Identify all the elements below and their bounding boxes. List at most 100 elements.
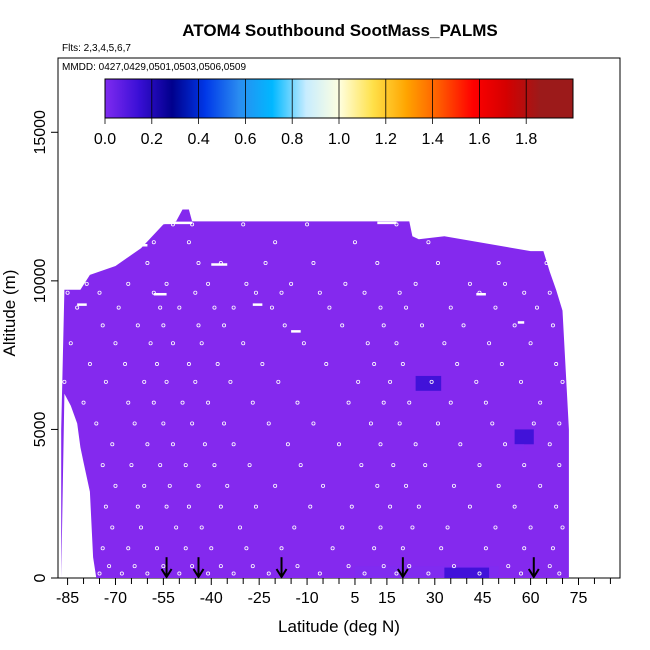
colorbar-tick-label: 0.6 — [234, 131, 256, 148]
sample-point — [84, 281, 89, 286]
sample-point — [407, 400, 412, 405]
sample-point — [199, 525, 204, 530]
sample-point — [308, 504, 313, 509]
sample-point — [340, 525, 345, 530]
sample-point — [534, 240, 539, 245]
sample-point — [145, 261, 150, 266]
sample-point — [103, 504, 108, 509]
colorbar-segment — [472, 79, 507, 118]
sample-point — [154, 546, 159, 551]
latitude-arrow — [527, 557, 540, 579]
sample-point — [426, 240, 431, 245]
sample-point — [448, 305, 453, 310]
sample-point — [269, 305, 274, 310]
colorbar-tick-label: 1.4 — [421, 131, 443, 148]
x-tick-label: 60 — [522, 590, 540, 607]
sample-point — [289, 281, 294, 286]
sample-point — [107, 564, 112, 569]
sample-point — [65, 290, 70, 295]
x-axis-title: Latitude (deg N) — [278, 617, 400, 636]
sample-point — [250, 400, 255, 405]
sample-point — [170, 442, 175, 447]
sample-point — [212, 305, 217, 310]
sample-point — [496, 483, 501, 488]
colorbar-tick-label: 0.2 — [141, 131, 163, 148]
sample-point — [378, 525, 383, 530]
sample-point — [164, 281, 169, 286]
colorbar-tick-label: 0.0 — [94, 131, 116, 148]
sample-point — [538, 400, 543, 405]
sample-point — [448, 400, 453, 405]
sample-point — [231, 305, 236, 310]
sample-point — [142, 379, 147, 384]
sample-point — [538, 483, 543, 488]
sample-point — [193, 290, 198, 295]
sample-point — [87, 362, 92, 367]
sample-point — [247, 463, 252, 468]
x-axis: -85 -70 -55 -40 -25 -10 5 15 30 45 60 75 — [56, 578, 611, 607]
arrow-head — [397, 568, 409, 579]
sample-point — [238, 525, 243, 530]
colorbar-tick-label: 1.2 — [375, 131, 397, 148]
sample-point — [349, 504, 354, 509]
sample-point — [400, 546, 405, 551]
sample-point — [253, 504, 258, 509]
colorbar-segment — [105, 79, 139, 118]
sample-point — [177, 305, 182, 310]
colorbar-segment — [439, 79, 474, 118]
sample-point — [397, 421, 402, 426]
curtain-fill — [61, 209, 569, 578]
sample-point — [193, 379, 198, 384]
sample-point — [100, 323, 105, 328]
sample-point — [186, 240, 191, 245]
sample-point — [266, 421, 271, 426]
sample-point — [206, 281, 211, 286]
sample-point — [273, 240, 278, 245]
enhanced-patches — [354, 375, 534, 578]
arrow-head — [527, 568, 540, 579]
sample-point — [528, 341, 533, 346]
sample-point — [282, 323, 287, 328]
sample-point — [397, 290, 402, 295]
colorbar-segment — [205, 79, 240, 118]
sample-point — [225, 483, 230, 488]
latitude-arrow — [275, 557, 288, 579]
sample-point — [241, 341, 246, 346]
sample-point — [381, 400, 386, 405]
sample-point — [161, 564, 166, 569]
sample-point — [503, 442, 508, 447]
sample-point — [228, 379, 233, 384]
sample-point — [110, 442, 115, 447]
data-curtain — [61, 209, 569, 578]
x-tick-label: 15 — [378, 590, 396, 607]
sample-point — [372, 362, 377, 367]
sample-point — [107, 261, 112, 266]
sample-point — [362, 290, 367, 295]
colorbar-segment — [138, 79, 173, 118]
colorbar-tick-label: 1.8 — [515, 131, 537, 148]
y-tick-label: 10000 — [32, 259, 49, 304]
x-tick-label: 30 — [426, 590, 444, 607]
sample-point — [170, 222, 175, 227]
sample-point — [512, 504, 517, 509]
sample-point — [483, 546, 488, 551]
sample-point — [103, 379, 108, 384]
sample-point — [222, 421, 227, 426]
sample-point — [550, 546, 555, 551]
x-tick-label: -10 — [296, 590, 319, 607]
sample-point — [196, 323, 201, 328]
sample-point — [330, 546, 335, 551]
sample-point — [154, 362, 159, 367]
enhanced-patch-2 — [514, 444, 525, 451]
colorbar-segment — [506, 79, 541, 118]
sample-point — [439, 546, 444, 551]
sample-point — [547, 442, 552, 447]
sample-point — [97, 571, 102, 576]
colorbar-tick-label: 0.8 — [281, 131, 303, 148]
flights-note: Flts: 2,3,4,5,6,7 — [62, 43, 131, 54]
sample-point — [151, 290, 156, 295]
sample-point — [368, 421, 373, 426]
sample-point — [129, 463, 134, 468]
sample-point — [202, 442, 207, 447]
sample-point — [190, 421, 195, 426]
